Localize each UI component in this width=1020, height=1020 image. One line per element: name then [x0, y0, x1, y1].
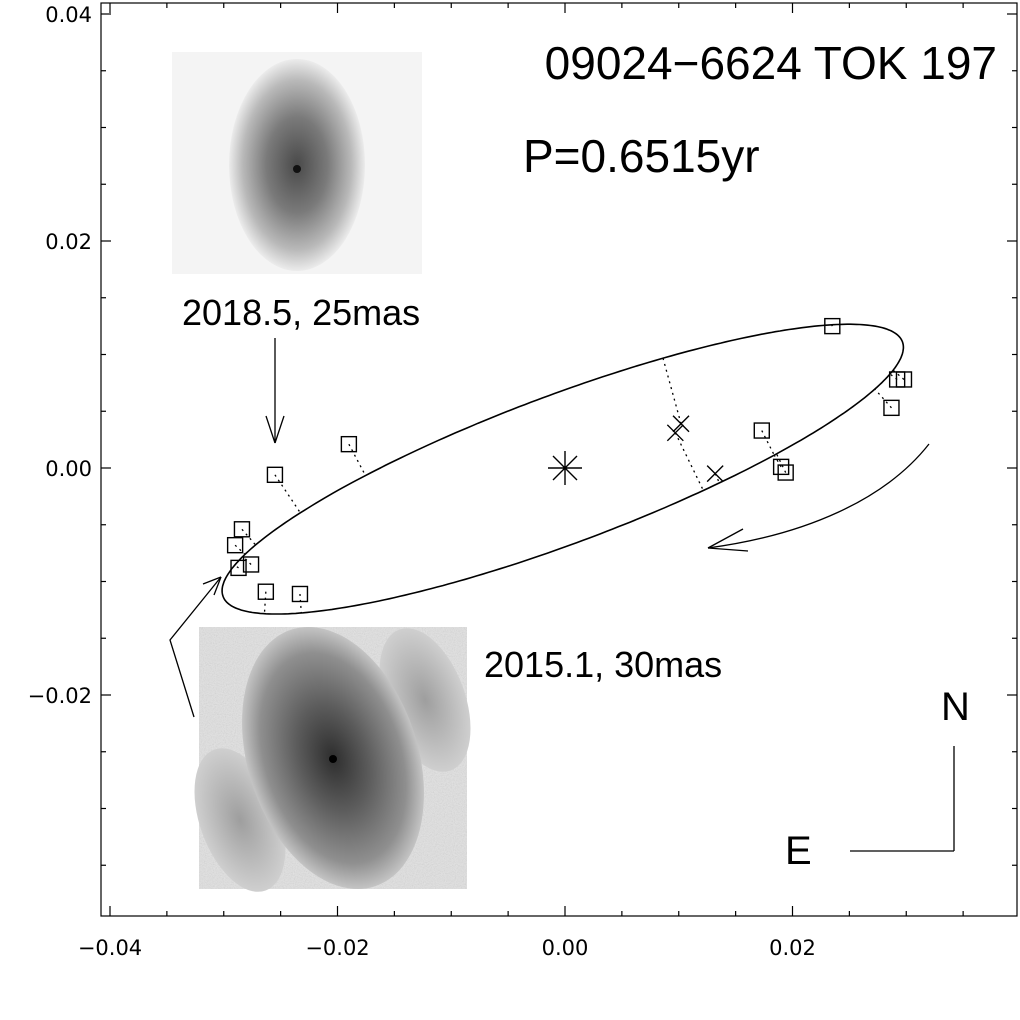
residual-line — [874, 388, 892, 409]
period-label: P=0.6515yr — [523, 130, 760, 182]
chart-title: 09024−6624 TOK 197 — [545, 37, 997, 89]
speckle-image-2015 — [194, 626, 471, 892]
observation-marker — [340, 435, 358, 453]
predicted-positions-layer — [666, 415, 724, 483]
residual-layer — [234, 324, 905, 614]
residual-line — [242, 555, 252, 565]
predicted-position-marker — [666, 424, 684, 442]
residual-line — [662, 358, 682, 424]
residual-line — [299, 593, 302, 613]
observation-marker — [257, 583, 275, 600]
y-tick-label: −0.02 — [28, 684, 92, 708]
y-tick-label: 0.02 — [45, 230, 92, 254]
compass-north: N — [941, 685, 970, 729]
observation-marker — [777, 464, 794, 481]
observation-marker — [753, 422, 770, 439]
observation-marker — [883, 399, 900, 417]
residual-line — [773, 454, 782, 468]
compass-east: E — [785, 829, 812, 873]
observation-marker — [242, 556, 260, 573]
residual-line — [274, 474, 301, 514]
y-axis: 0.04 0.02 0.00 −0.02 — [28, 3, 1017, 866]
y-tick-label: 0.04 — [45, 3, 92, 27]
x-tick-label: 0.02 — [769, 936, 816, 960]
residual-line — [674, 432, 704, 491]
x-tick-label: −0.04 — [78, 936, 142, 960]
observation-marker — [226, 536, 244, 554]
observation-marker — [291, 585, 309, 603]
observation-marker — [266, 466, 284, 484]
orbit-ellipse — [221, 323, 905, 615]
annotation-2018: 2018.5, 25mas — [182, 292, 420, 333]
residual-line — [234, 544, 246, 555]
residual-line — [761, 430, 775, 456]
speckle-image-2018 — [172, 52, 422, 274]
residual-line — [348, 443, 367, 476]
annotation-2015: 2015.1, 30mas — [484, 644, 722, 685]
x-tick-label: 0.00 — [542, 936, 589, 960]
predicted-position-marker — [706, 465, 724, 483]
compass: N E — [785, 685, 970, 873]
orbit-layer — [221, 323, 905, 615]
x-axis: −0.04 −0.02 0.00 0.02 — [78, 3, 964, 960]
observation-marker — [230, 559, 247, 577]
motion-direction-arrow — [707, 443, 930, 552]
residual-line — [263, 591, 267, 614]
residual-line — [234, 564, 239, 569]
annotation-2015-arrow — [169, 576, 222, 718]
predicted-position-marker — [672, 415, 690, 433]
y-tick-label: 0.00 — [45, 457, 92, 481]
x-tick-label: −0.02 — [305, 936, 369, 960]
primary-star-layer — [548, 451, 582, 485]
observation-marker — [888, 371, 906, 388]
observations-layer — [226, 317, 913, 603]
annotation-2018-arrow — [265, 338, 285, 444]
residual-line — [892, 369, 905, 380]
residual-line — [831, 324, 833, 327]
plot-frame — [100, 2, 1018, 917]
observation-marker — [772, 458, 790, 476]
primary-star-marker — [548, 451, 582, 485]
observation-marker — [824, 317, 841, 335]
observation-marker — [233, 521, 251, 538]
